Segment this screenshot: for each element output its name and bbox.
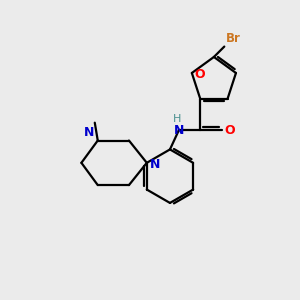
Text: N: N — [174, 124, 184, 136]
Text: N: N — [84, 126, 94, 139]
Text: N: N — [150, 158, 161, 171]
Text: Br: Br — [226, 32, 241, 45]
Text: O: O — [195, 68, 206, 81]
Text: H: H — [173, 114, 182, 124]
Text: O: O — [225, 124, 235, 136]
